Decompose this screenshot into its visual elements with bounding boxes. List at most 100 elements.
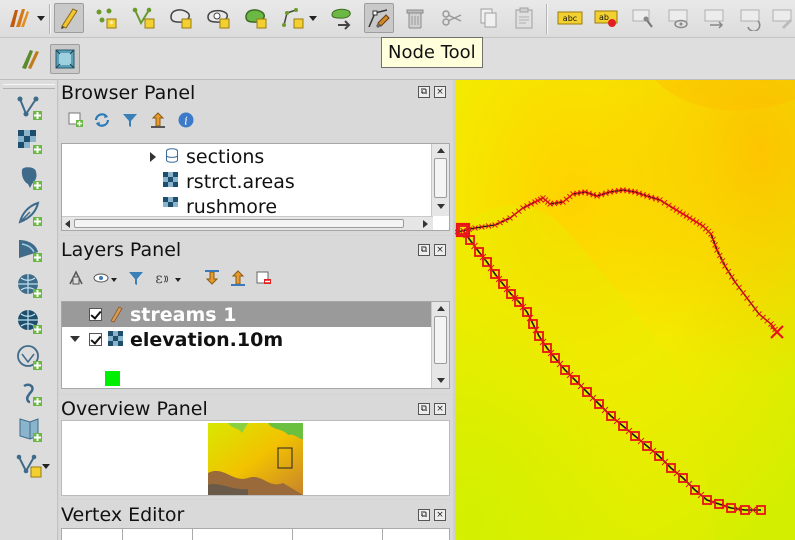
toolbar-grip[interactable]: [3, 84, 55, 89]
vertex-marker[interactable]: [661, 199, 668, 206]
layer-labeling-icon[interactable]: abc: [555, 3, 585, 33]
collapse-all-icon[interactable]: [227, 267, 249, 289]
vertex-marker[interactable]: [618, 421, 628, 431]
close-panel-icon[interactable]: ×: [434, 86, 446, 98]
vertex-marker[interactable]: [648, 194, 655, 201]
float-panel-icon[interactable]: ⧉: [418, 509, 430, 521]
new-shapefile-layer-icon[interactable]: [14, 450, 46, 482]
add-wfs-layer-icon[interactable]: [14, 342, 46, 374]
selected-layer-row[interactable]: [62, 302, 431, 327]
vertex-marker[interactable]: [519, 303, 527, 311]
add-selected-layers-icon[interactable]: [65, 109, 87, 131]
browser-item-rushmore[interactable]: rushmore: [186, 196, 278, 218]
vertex-marker[interactable]: [726, 503, 736, 513]
vertex-marker[interactable]: [680, 211, 686, 217]
vertex-marker[interactable]: [582, 189, 588, 195]
layer-diagram-icon[interactable]: ab: [591, 3, 621, 33]
vertex-marker[interactable]: [497, 219, 503, 226]
toggle-editing-icon[interactable]: [54, 3, 84, 33]
vertex-marker[interactable]: [594, 193, 600, 199]
map-frame-icon[interactable]: [50, 44, 80, 74]
vertex-marker[interactable]: [748, 300, 754, 307]
map-canvas[interactable]: [455, 80, 795, 540]
refresh-icon[interactable]: [91, 109, 113, 131]
add-ring-icon[interactable]: [204, 3, 234, 33]
vertex-marker[interactable]: [522, 307, 532, 317]
vertex-marker[interactable]: [478, 224, 485, 230]
vertex-marker[interactable]: [566, 371, 574, 379]
copy-features-icon[interactable]: [473, 3, 503, 33]
vertex-marker[interactable]: [528, 319, 538, 329]
expression-dropdown-icon[interactable]: [175, 278, 181, 282]
line-start-marker[interactable]: [455, 222, 471, 238]
vertex-marker[interactable]: [503, 285, 511, 293]
vertex-marker[interactable]: [474, 247, 484, 257]
vertex-marker[interactable]: [673, 207, 680, 213]
vertex-marker[interactable]: [485, 223, 492, 229]
new-layer-dropdown-icon[interactable]: [42, 464, 50, 469]
add-wcs-layer-icon[interactable]: [14, 306, 46, 338]
vertex-marker[interactable]: [586, 190, 592, 197]
vertex-marker[interactable]: [665, 202, 672, 209]
vertex-marker[interactable]: [666, 463, 676, 473]
vertex-marker[interactable]: [734, 505, 742, 513]
vertex-marker[interactable]: [594, 399, 604, 409]
browser-vertical-scrollbar[interactable]: [431, 144, 449, 216]
vertex-marker[interactable]: [683, 213, 690, 219]
vertex-marker[interactable]: [602, 190, 609, 197]
vertex-marker[interactable]: [732, 279, 738, 285]
node-tool-icon[interactable]: [364, 3, 394, 33]
vertex-marker[interactable]: [514, 297, 524, 307]
vertex-marker[interactable]: [686, 215, 693, 221]
vertex-marker[interactable]: [547, 201, 553, 207]
vertex-marker[interactable]: [670, 205, 676, 211]
vertex-marker[interactable]: [611, 188, 618, 195]
show-hide-labels-icon[interactable]: [664, 3, 694, 33]
vertex-marker[interactable]: [652, 195, 659, 202]
vertex-table-header[interactable]: [61, 528, 450, 540]
vertex-marker[interactable]: [534, 197, 541, 204]
layers-vertical-scrollbar[interactable]: [431, 302, 449, 388]
info-icon[interactable]: i: [175, 109, 197, 131]
vertex-marker[interactable]: [524, 203, 530, 209]
remove-layer-icon[interactable]: [253, 267, 275, 289]
add-point-icon[interactable]: *: [91, 3, 121, 33]
float-panel-icon[interactable]: ⧉: [418, 244, 430, 256]
vertex-marker[interactable]: [498, 279, 508, 289]
add-postgis-layer-icon[interactable]: [14, 162, 46, 194]
vertex-marker[interactable]: [740, 290, 747, 296]
vertex-marker[interactable]: [582, 387, 592, 397]
vertex-marker[interactable]: [678, 473, 688, 483]
vertex-marker[interactable]: [515, 208, 522, 215]
vertex-marker[interactable]: [479, 253, 487, 261]
add-part-dropdown-icon[interactable]: [309, 16, 317, 21]
browser-item-rstrct-areas[interactable]: rstrct.areas: [186, 171, 295, 193]
float-panel-icon[interactable]: ⧉: [418, 86, 430, 98]
vertex-marker[interactable]: [534, 331, 544, 341]
delete-selected-icon[interactable]: [400, 3, 430, 33]
close-panel-icon[interactable]: ×: [434, 509, 446, 521]
vertex-marker[interactable]: [490, 269, 500, 279]
vertex-marker[interactable]: [630, 431, 640, 441]
vertex-marker[interactable]: [749, 506, 757, 514]
vertex-marker[interactable]: [712, 242, 718, 248]
vertex-marker[interactable]: [752, 306, 759, 312]
add-mssql-layer-icon[interactable]: [14, 234, 46, 266]
filter-by-expression-icon[interactable]: ε: [151, 267, 173, 289]
layer-checkbox-streams[interactable]: [89, 308, 102, 321]
vertex-marker[interactable]: [528, 201, 535, 207]
filter-legend-icon[interactable]: [125, 267, 147, 289]
filter-icon[interactable]: [119, 109, 141, 131]
float-panel-icon[interactable]: ⧉: [418, 403, 430, 415]
vertex-marker[interactable]: [690, 217, 696, 223]
vertex-marker[interactable]: [511, 211, 518, 218]
offset-curve-icon[interactable]: [327, 3, 357, 33]
browser-horizontal-scrollbar[interactable]: [62, 216, 433, 230]
layer-label-elevation[interactable]: elevation.10m: [130, 329, 284, 351]
overview-canvas[interactable]: [61, 420, 450, 496]
add-delimited-text-layer-icon[interactable]: [14, 378, 46, 410]
vertex-marker[interactable]: [607, 189, 613, 195]
panel-splitter[interactable]: [453, 80, 456, 540]
vertex-marker[interactable]: [458, 225, 468, 235]
add-vector-layer-icon[interactable]: [14, 92, 46, 124]
